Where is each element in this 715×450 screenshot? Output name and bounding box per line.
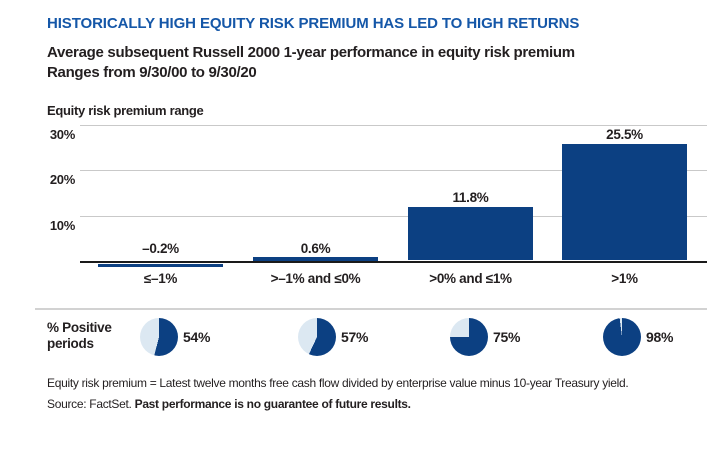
pie-chart	[450, 318, 488, 356]
gridline	[80, 170, 707, 172]
positive-periods-label-line-1: % Positive	[47, 320, 112, 335]
pie-chart	[298, 318, 336, 356]
pie-value-label: 98%	[646, 329, 674, 345]
bar	[408, 206, 533, 261]
pie-value-label: 75%	[493, 329, 521, 345]
disclaimer-text: Past performance is no guarantee of futu…	[134, 397, 411, 411]
y-tick-label: 30%	[49, 126, 75, 142]
x-category-label: >0% and ≤1%	[429, 271, 512, 286]
pie-chart	[140, 318, 178, 356]
source-text: Source: FactSet.	[47, 397, 135, 411]
bar	[98, 263, 223, 267]
gridline	[80, 216, 707, 218]
axis-baseline	[80, 260, 707, 263]
divider-line	[35, 308, 707, 310]
x-category-label: >1%	[611, 271, 638, 286]
footnote-definition: Equity risk premium = Latest twelve mont…	[47, 376, 629, 390]
positive-periods-label-line-2: periods	[47, 336, 94, 351]
bar-value-label: 0.6%	[300, 241, 331, 256]
bar-value-label: 11.8%	[452, 189, 489, 205]
pie-value-label: 54%	[183, 329, 211, 345]
pie-value-label: 57%	[341, 329, 369, 345]
bar-value-label: –0.2%	[142, 241, 179, 256]
page-title: HISTORICALLY HIGH EQUITY RISK PREMIUM HA…	[47, 15, 580, 32]
y-tick-label: 20%	[49, 172, 75, 188]
bar	[253, 257, 378, 261]
bar	[562, 144, 687, 261]
subtitle: Average subsequent Russell 2000 1-year p…	[47, 43, 575, 83]
gridline	[80, 124, 707, 126]
footnote-source: Source: FactSet. Past performance is no …	[47, 397, 411, 411]
y-axis-title: Equity risk premium range	[47, 103, 204, 118]
y-tick-label: 10%	[49, 218, 75, 234]
bar-value-label: 25.5%	[606, 127, 643, 143]
pie-chart	[603, 318, 641, 356]
x-category-label: ≤–1%	[143, 271, 178, 286]
subtitle-line-1: Average subsequent Russell 2000 1-year p…	[47, 44, 575, 61]
positive-periods-label: % Positive periods	[47, 320, 112, 352]
subtitle-line-2: Ranges from 9/30/00 to 9/30/20	[47, 64, 257, 81]
x-category-label: >–1% and ≤0%	[270, 271, 361, 286]
bar-chart-plot: 30% 20% 10% –0.2% ≤–1% 0.6% >–1% and ≤0% 11.8% >…	[49, 124, 707, 356]
